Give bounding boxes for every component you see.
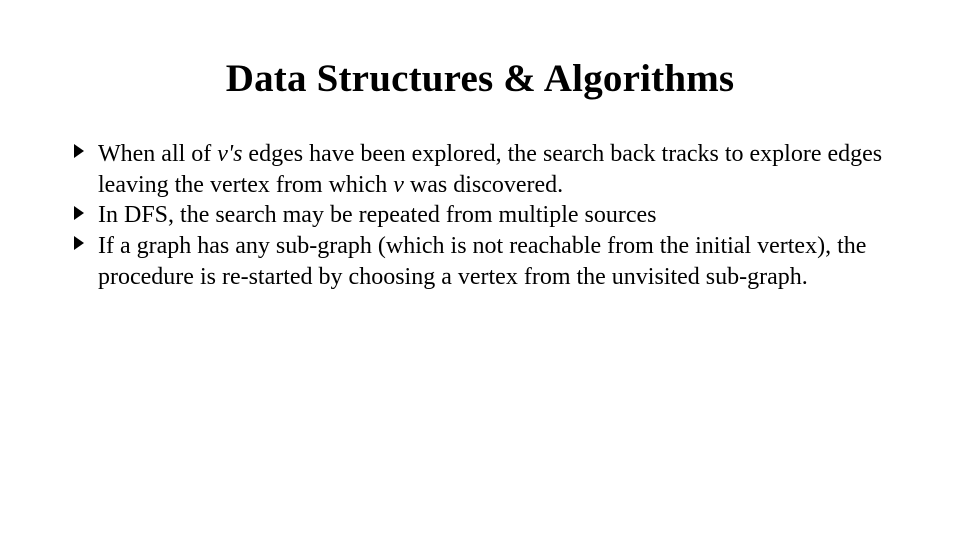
bullet-item: When all of v's edges have been explored… <box>72 139 888 200</box>
slide-title: Data Structures & Algorithms <box>72 56 888 103</box>
bullet-list: When all of v's edges have been explored… <box>72 139 888 293</box>
bullet-text: When all of v's edges have been explored… <box>98 141 882 198</box>
bullet-text: In DFS, the search may be repeated from … <box>98 202 657 228</box>
bullet-item: In DFS, the search may be repeated from … <box>72 200 888 231</box>
bullet-text: If a graph has any sub-graph (which is n… <box>98 233 866 290</box>
chevron-right-icon <box>72 143 90 161</box>
bullet-item: If a graph has any sub-graph (which is n… <box>72 231 888 292</box>
chevron-right-icon <box>72 235 90 253</box>
slide: Data Structures & Algorithms When all of… <box>0 0 960 540</box>
chevron-right-icon <box>72 205 90 223</box>
